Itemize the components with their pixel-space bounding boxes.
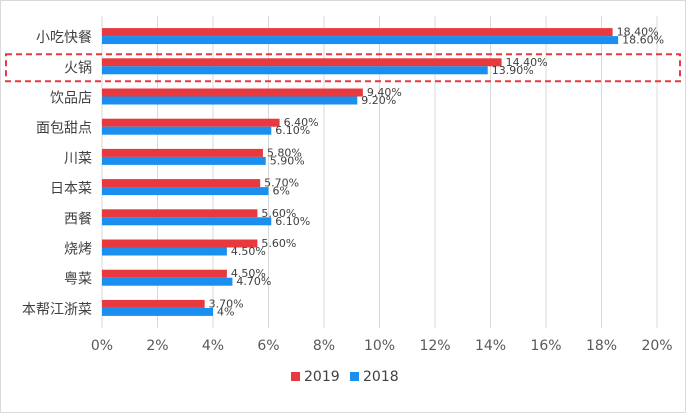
data-label-2018: 13.90% [492, 64, 534, 77]
bar-2019 [102, 239, 258, 248]
bar-2019 [102, 269, 227, 278]
category-label: 西餐 [64, 211, 92, 227]
data-label-2019: 5.60% [261, 237, 296, 250]
bar-2019 [102, 179, 261, 188]
x-tick-label: 14% [475, 338, 506, 354]
x-tick-label: 6% [257, 338, 279, 354]
data-label-2019: 5.80% [267, 146, 302, 159]
bar-2018 [102, 66, 488, 75]
bar-2018 [102, 156, 266, 165]
x-tick-labels: 0% 2% 4% 6% 8% 10% 12% 14% 16% 18% 20% [91, 338, 673, 354]
data-label-2018: 4.70% [236, 275, 271, 288]
x-tick-label: 20% [641, 338, 672, 354]
data-label-2018: 6.10% [275, 124, 310, 137]
category-label: 烧烤 [64, 242, 92, 258]
legend-label-2019: 2019 [304, 369, 340, 385]
bar-2018 [102, 96, 358, 105]
x-tick-label: 2% [146, 338, 168, 354]
data-label-2019: 18.40% [617, 26, 659, 39]
bar-2019 [102, 299, 205, 308]
category-label: 火锅 [64, 60, 92, 76]
bar-2019 [102, 28, 613, 37]
bar-2018 [102, 277, 233, 286]
bar-2019 [102, 209, 258, 218]
bar-2018 [102, 247, 227, 256]
x-tick-label: 16% [530, 338, 561, 354]
legend-label-2018: 2018 [363, 369, 399, 385]
category-label: 本帮江浙菜 [22, 302, 92, 318]
data-label-2019: 9.40% [367, 86, 402, 99]
data-label-2018: 6.10% [275, 215, 310, 228]
data-label-2019: 3.70% [209, 297, 244, 310]
bar-2019 [102, 148, 263, 157]
data-label-2018: 4% [217, 305, 234, 318]
category-label: 粤菜 [64, 272, 92, 288]
legend-swatch-2018 [350, 372, 359, 381]
bar-2018 [102, 36, 619, 45]
category-label: 饮品店 [50, 91, 92, 107]
x-tick-label: 18% [586, 338, 617, 354]
data-label-2019: 14.40% [506, 56, 548, 69]
bar-2019 [102, 118, 280, 127]
bar-2018 [102, 307, 213, 316]
x-tick-label: 0% [91, 338, 113, 354]
data-label-2019: 4.50% [231, 267, 266, 280]
data-label-2019: 6.40% [284, 116, 319, 129]
bar-2018 [102, 126, 272, 135]
data-label-2019: 5.70% [264, 177, 299, 190]
data-labels: 18.40%18.60%14.40%13.90%9.40%9.20%6.40%6… [209, 26, 664, 319]
data-label-2019: 5.60% [261, 207, 296, 220]
category-label: 面包甜点 [36, 121, 92, 137]
data-label-2018: 5.90% [270, 154, 305, 167]
bar-2019 [102, 58, 502, 67]
x-tick-label: 8% [313, 338, 335, 354]
bar-2018 [102, 217, 272, 226]
data-label-2018: 18.60% [622, 34, 664, 47]
x-tick-label: 12% [419, 338, 450, 354]
category-label: 日本菜 [50, 181, 92, 197]
data-label-2018: 4.50% [231, 245, 266, 258]
category-label: 川菜 [64, 151, 92, 167]
legend-swatch-2019 [291, 372, 300, 381]
x-tick-label: 4% [202, 338, 224, 354]
data-label-2018: 6% [273, 185, 290, 198]
bar-2019 [102, 88, 363, 97]
data-label-2018: 9.20% [361, 94, 396, 107]
x-tick-label: 10% [364, 338, 395, 354]
bars [102, 28, 619, 316]
category-label: 小吃快餐 [36, 30, 92, 46]
legend: 2019 2018 [291, 369, 399, 385]
bar-2018 [102, 187, 269, 196]
